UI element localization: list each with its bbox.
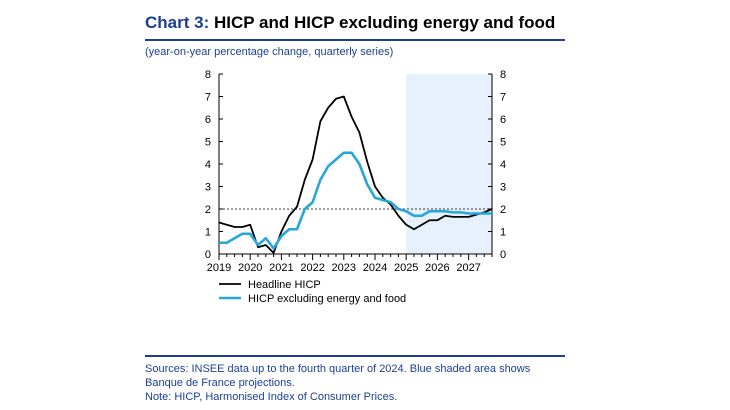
y-tick-label-right: 4 bbox=[500, 159, 506, 171]
series-line bbox=[219, 151, 492, 250]
y-tick-label-right: 8 bbox=[500, 69, 506, 81]
legend-label: Headline HICP bbox=[248, 279, 321, 291]
legend-label: HICP excluding energy and food bbox=[248, 293, 406, 305]
legend-layer: Headline HICP HICP excluding energy and f… bbox=[219, 279, 406, 305]
projection-layer bbox=[406, 74, 492, 254]
x-tick-label: 2023 bbox=[332, 262, 356, 274]
x-tick-label: 2027 bbox=[456, 262, 480, 274]
x-tick-label: 2021 bbox=[269, 262, 293, 274]
y-tick-label-right: 5 bbox=[500, 137, 506, 149]
series-layer bbox=[218, 95, 493, 254]
y-tick-label-left: 6 bbox=[205, 114, 211, 126]
chart-number-separator: : bbox=[203, 13, 210, 32]
title-rule bbox=[145, 39, 565, 41]
series-line bbox=[218, 95, 493, 254]
y-tick-label-left: 0 bbox=[205, 249, 211, 261]
x-tick-label: 2020 bbox=[238, 262, 262, 274]
x-tick-label: 2025 bbox=[394, 262, 418, 274]
chart-subtitle: (year-on-year percentage change, quarter… bbox=[145, 46, 394, 58]
sources-note: Sources: INSEE data up to the fourth qua… bbox=[145, 363, 531, 389]
y-tick-label-left: 5 bbox=[205, 137, 211, 149]
y-tick-label-left: 7 bbox=[205, 92, 211, 104]
chart-number: Chart 3 bbox=[145, 13, 204, 32]
y-tick-label-left: 4 bbox=[205, 159, 211, 171]
definition-note: Note: HICP, Harmonised Index of Consumer… bbox=[145, 391, 398, 403]
chart-title-text: HICP and HICP excluding energy and food bbox=[209, 13, 556, 32]
footer-rule bbox=[145, 355, 565, 357]
chart-footer: Sources: INSEE data up to the fourth qua… bbox=[145, 362, 567, 404]
y-tick-label-right: 6 bbox=[500, 114, 506, 126]
y-tick-label-left: 3 bbox=[205, 182, 211, 194]
y-tick-label-right: 2 bbox=[500, 204, 506, 216]
x-tick-label: 2019 bbox=[207, 262, 231, 274]
x-tick-label: 2024 bbox=[363, 262, 387, 274]
y-tick-label-right: 0 bbox=[500, 249, 506, 261]
projection-shaded-area bbox=[406, 74, 492, 254]
chart-title: Chart 3: HICP and HICP excluding energy … bbox=[145, 13, 555, 33]
x-tick-label: 2022 bbox=[300, 262, 324, 274]
y-tick-label-left: 8 bbox=[205, 69, 211, 81]
y-tick-label-right: 3 bbox=[500, 182, 506, 194]
axes-layer: 0 0 1 1 2 2 3 3 4 4 5 5 6 6 7 7 8 8 2019 2020 2021 2022 2023 20… bbox=[205, 69, 506, 274]
y-tick-label-left: 2 bbox=[205, 204, 211, 216]
y-tick-label-right: 7 bbox=[500, 92, 506, 104]
x-tick-label: 2026 bbox=[425, 262, 449, 274]
y-tick-label-right: 1 bbox=[500, 227, 506, 239]
y-tick-label-left: 1 bbox=[205, 227, 211, 239]
